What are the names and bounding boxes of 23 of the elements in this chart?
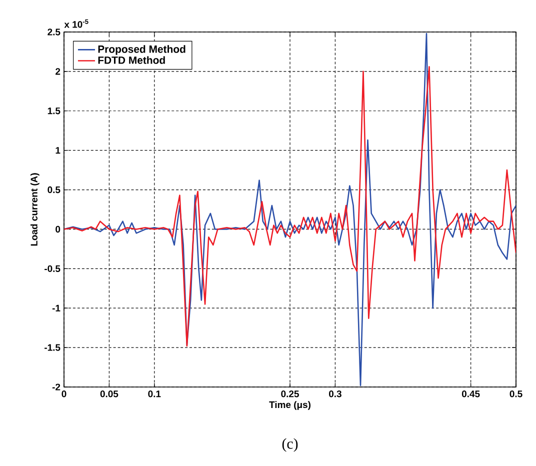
x-tick-label: 0.25	[281, 390, 299, 398]
y-tick-label: 1	[56, 147, 60, 154]
legend-label: Proposed Method	[98, 45, 186, 55]
y-tick-label: 1.5	[48, 108, 60, 114]
legend-label: FDTD Method	[98, 56, 165, 64]
y-tick-label: 0	[56, 226, 60, 233]
y-tick-label: -0.5	[44, 265, 60, 272]
x-tick-label: 0.45	[462, 390, 480, 398]
x-tick-label: 0	[62, 390, 66, 398]
text: x 10$^{-5}$	[64, 19, 88, 28]
x-tick-label: 0.05	[100, 390, 118, 398]
y-tick-label: -2	[52, 384, 60, 390]
x-tick-label: 0.3	[328, 390, 342, 398]
x-tick-label: 0.1	[148, 390, 161, 398]
y-axis-title: Load current (A)	[30, 173, 40, 246]
x-tick-label: 0.5	[510, 390, 522, 398]
y-tick-label: 2	[56, 68, 60, 75]
y-tick-label: -1.5	[44, 344, 60, 351]
x-axis-title: Time (μs)	[269, 401, 310, 410]
y-tick-label: 2.5	[48, 28, 60, 36]
text: (c)	[282, 438, 298, 452]
y-tick-label: 0.5	[48, 186, 60, 194]
y-tick-label: -1	[52, 304, 60, 312]
